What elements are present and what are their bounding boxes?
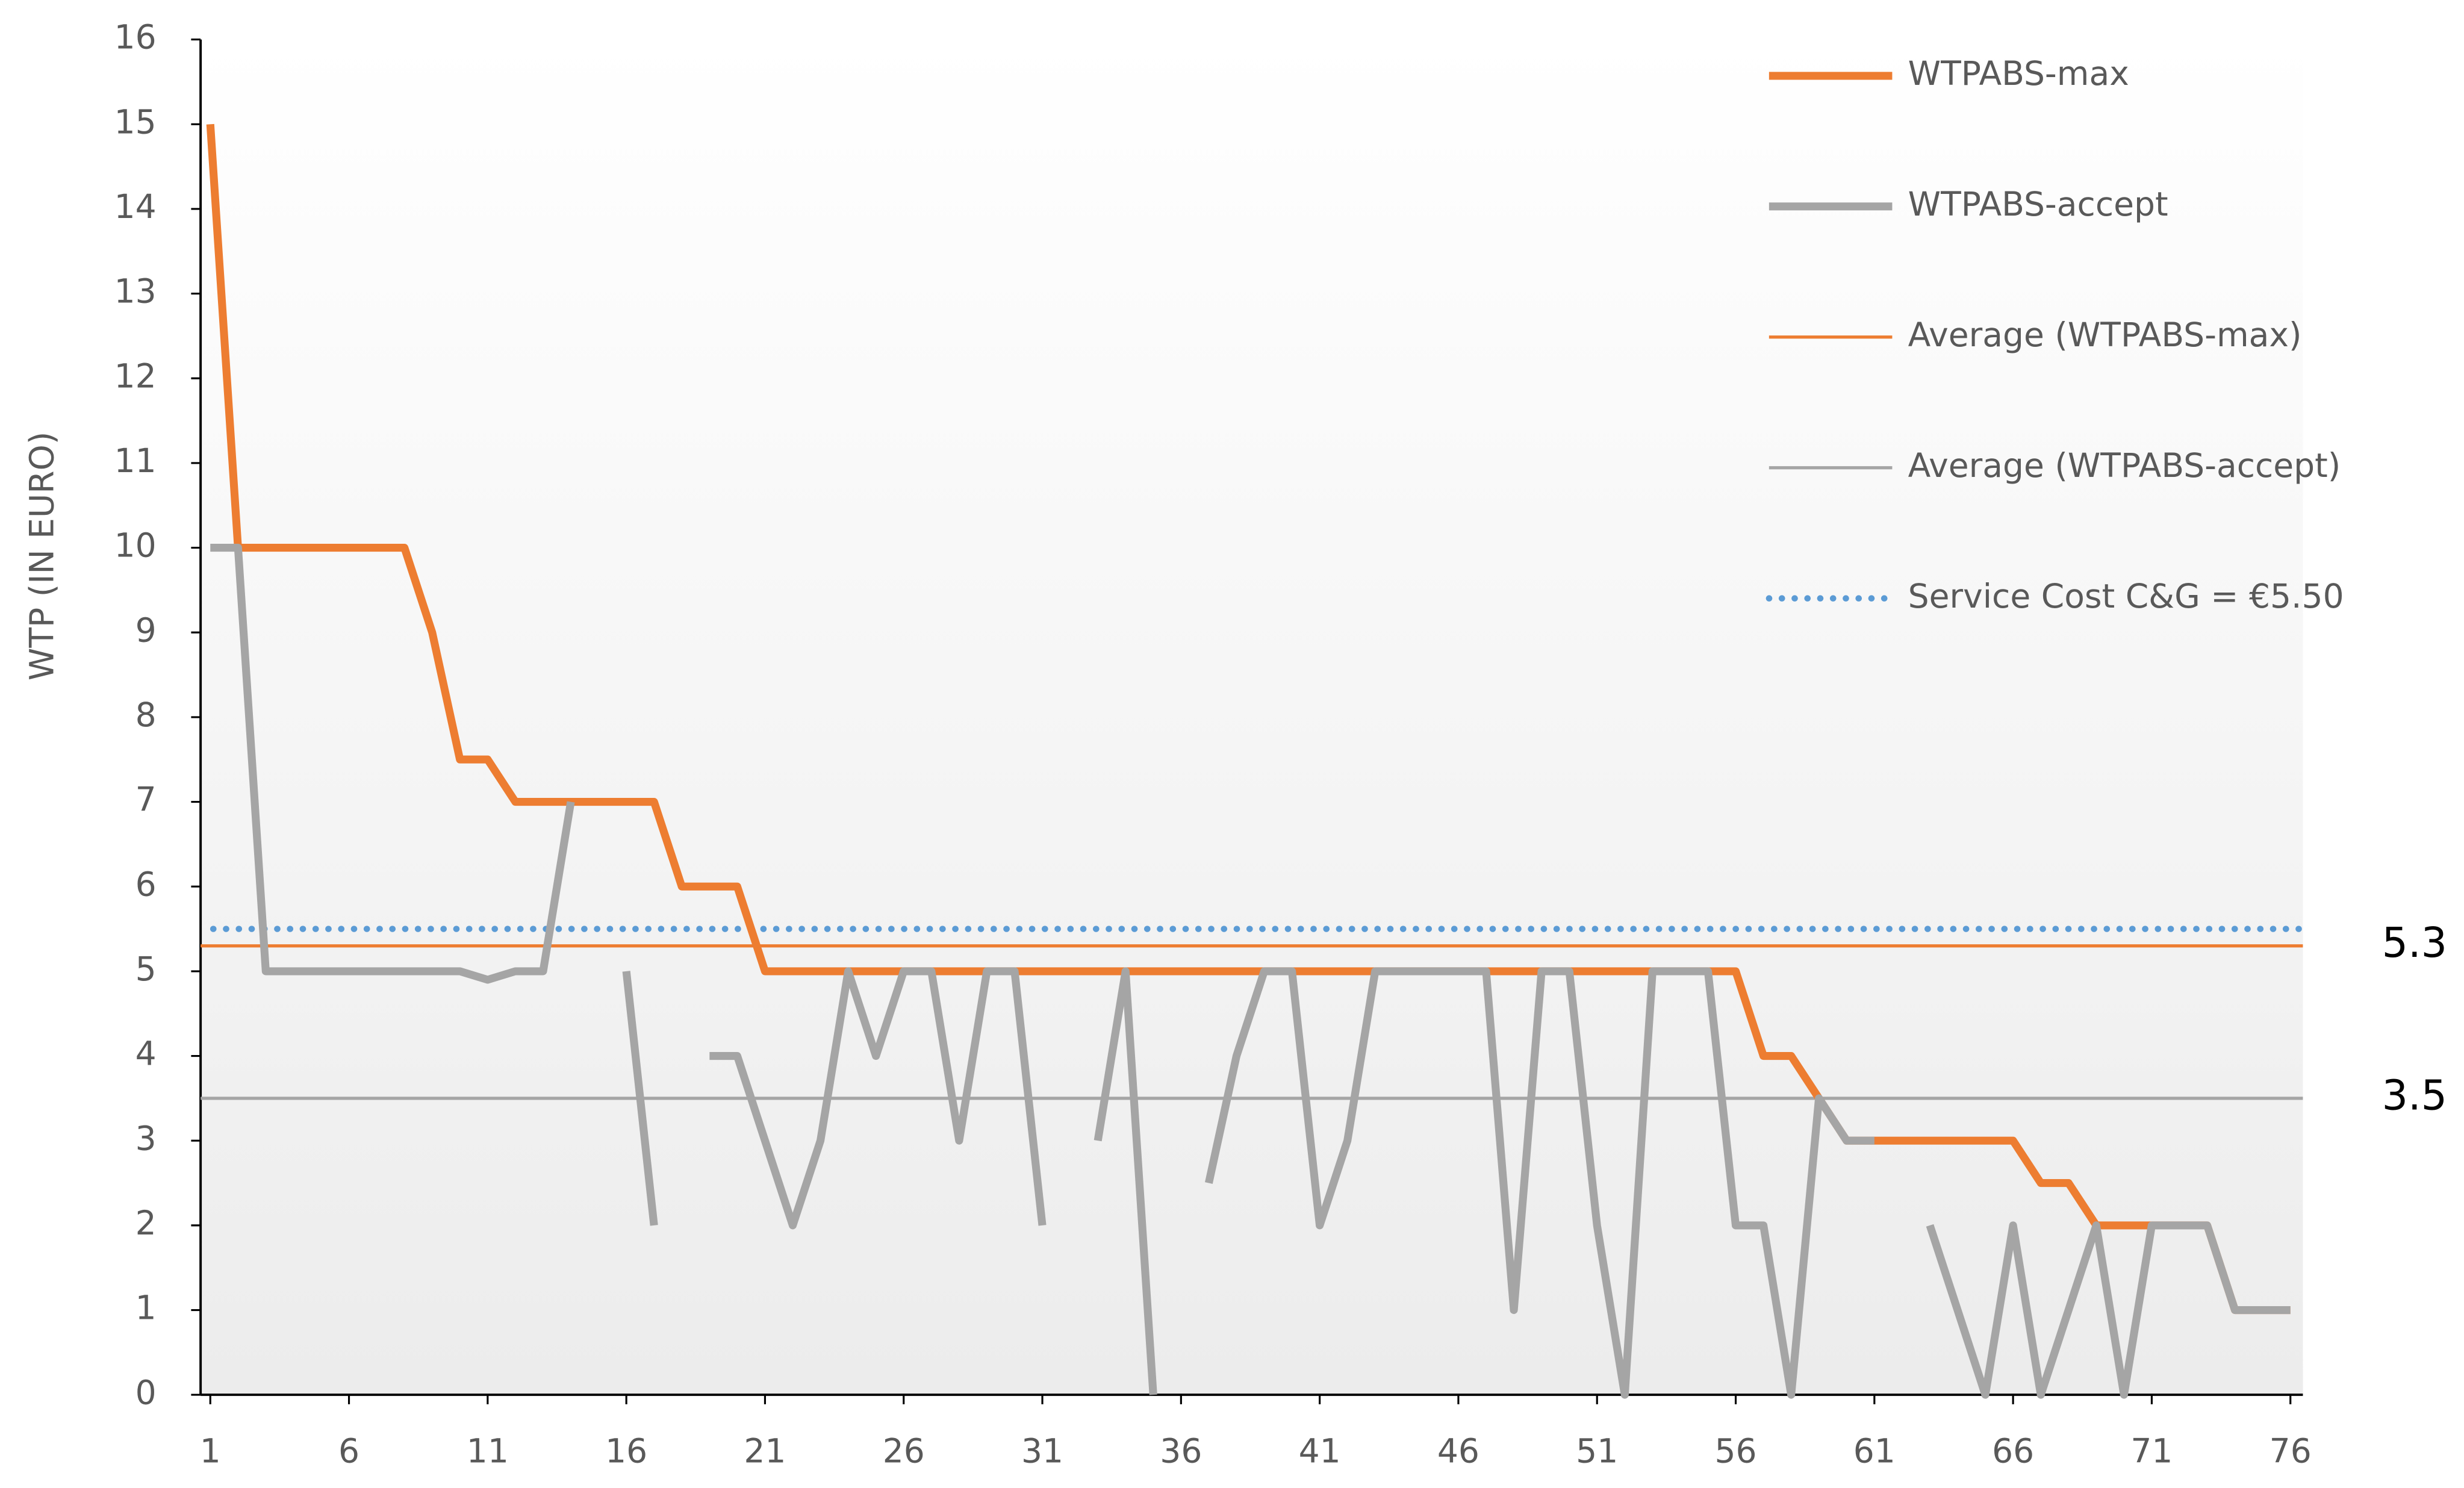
y-tick-label: 9 <box>135 611 157 649</box>
y-tick-label: 4 <box>135 1035 157 1073</box>
y-axis-title: WTP (IN EURO) <box>23 432 61 681</box>
y-tick-label: 1 <box>135 1289 157 1327</box>
y-tick-label: 15 <box>114 102 157 141</box>
series-line <box>206 123 2291 1315</box>
legend-label: WTPABS-accept <box>1908 185 2168 223</box>
x-tick-label: 11 <box>467 1431 509 1470</box>
x-tick-label: 61 <box>1853 1431 1896 1470</box>
y-tick-label: 10 <box>114 526 157 565</box>
series-line <box>210 544 2291 1399</box>
legend-label: WTPABS-max <box>1908 54 2129 93</box>
x-tick-label: 66 <box>1992 1431 2034 1470</box>
y-tick-label: 11 <box>114 441 157 480</box>
x-tick-label: 6 <box>338 1431 359 1470</box>
y-tick-label: 13 <box>114 272 157 311</box>
y-tick-label: 0 <box>135 1373 157 1412</box>
legend-label: Service Cost C&G = €5.50 <box>1908 577 2344 615</box>
y-tick-label: 7 <box>135 780 157 819</box>
legend-label: Average (WTPABS-accept) <box>1908 446 2341 485</box>
x-tick-label: 21 <box>744 1431 786 1470</box>
x-tick-label: 41 <box>1299 1431 1341 1470</box>
average-label: 3.5 <box>2382 1072 2447 1119</box>
x-tick-label: 16 <box>605 1431 647 1470</box>
y-tick-label: 6 <box>135 865 157 903</box>
x-tick-label: 51 <box>1576 1431 1618 1470</box>
y-tick-label: 16 <box>114 18 157 57</box>
y-tick-label: 2 <box>135 1204 157 1242</box>
x-tick-label: 46 <box>1437 1431 1479 1470</box>
x-tick-label: 76 <box>2270 1431 2312 1470</box>
y-tick-label: 12 <box>114 356 157 395</box>
y-tick-label: 8 <box>135 696 157 734</box>
x-tick-label: 1 <box>200 1431 221 1470</box>
y-tick-label: 5 <box>135 950 157 988</box>
y-tick-label: 3 <box>135 1119 157 1157</box>
x-tick-label: 56 <box>1714 1431 1756 1470</box>
y-tick-label: 14 <box>114 187 157 226</box>
x-tick-label: 71 <box>2130 1431 2173 1470</box>
x-tick-label: 31 <box>1021 1431 1063 1470</box>
legend-label: Average (WTPABS-max) <box>1908 316 2302 354</box>
x-tick-label: 26 <box>883 1431 925 1470</box>
plot-background <box>201 39 2303 1395</box>
x-tick-label: 36 <box>1160 1431 1202 1470</box>
average-label: 5.3 <box>2382 920 2447 967</box>
